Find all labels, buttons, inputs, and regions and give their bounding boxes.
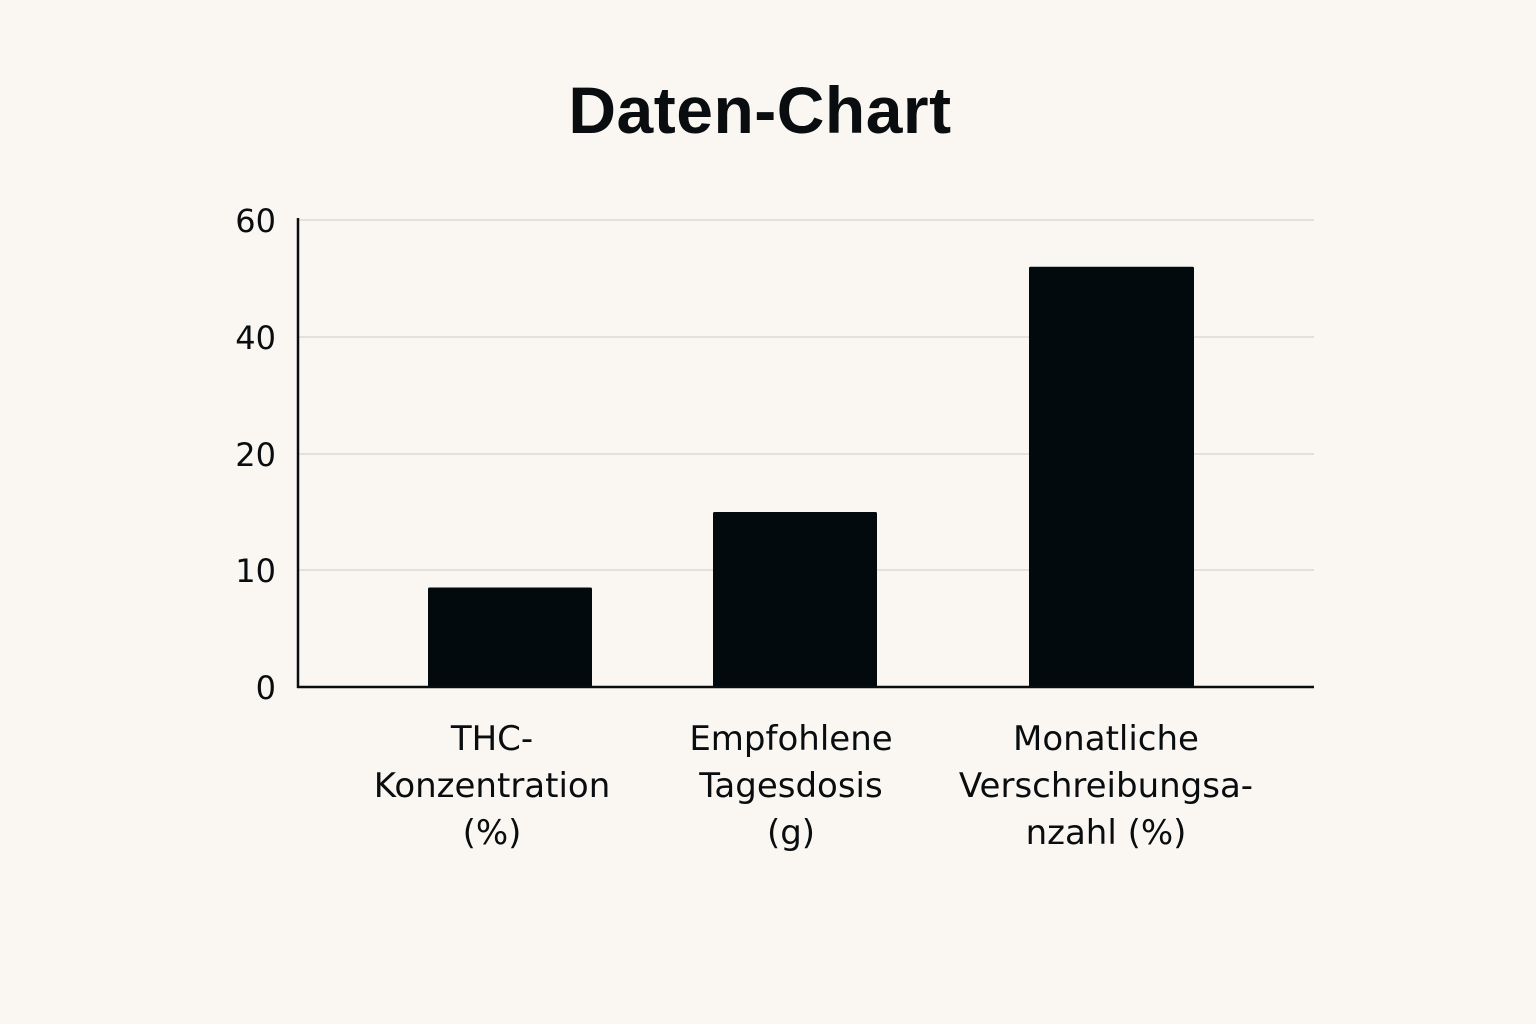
- x-category-label-line: Konzentration: [374, 766, 611, 806]
- y-tick-label: 40: [235, 319, 276, 357]
- y-tick-labels: 0 10 20 40 60: [235, 202, 276, 707]
- bars: [428, 266, 1194, 687]
- x-category-label: Monatliche Verschreibungsa-nzahl (%): [959, 719, 1253, 853]
- x-category-label-line: (%): [463, 813, 522, 853]
- y-tick-label: 0: [256, 669, 276, 707]
- axes: [296, 218, 1314, 689]
- x-category-label-line: Verschreibungsa-: [959, 766, 1253, 806]
- y-tick-label: 60: [235, 202, 276, 240]
- x-category-label: THC- Konzentration (%): [374, 719, 611, 853]
- x-category-label-line: Monatliche: [1013, 719, 1199, 759]
- x-category-label-line: Tagesdosis: [698, 766, 882, 806]
- x-category-label-line: (g): [767, 813, 815, 853]
- x-category-label-line: Empfohlene: [689, 719, 892, 759]
- x-category-label-line: THC-: [450, 719, 533, 759]
- y-tick-label: 10: [235, 552, 276, 590]
- x-category-labels: THC- Konzentration (%) Empfohlene Tagesdosis…: [374, 719, 1253, 853]
- y-tick-label: 20: [235, 436, 276, 474]
- x-category-label: Empfohlene Tagesdosis (g): [689, 719, 892, 853]
- bar: [428, 587, 592, 687]
- chart-title: Daten-Chart: [568, 73, 952, 147]
- bar: [713, 512, 877, 687]
- x-category-label-line: nzahl (%): [1026, 813, 1187, 853]
- bar: [1029, 266, 1194, 687]
